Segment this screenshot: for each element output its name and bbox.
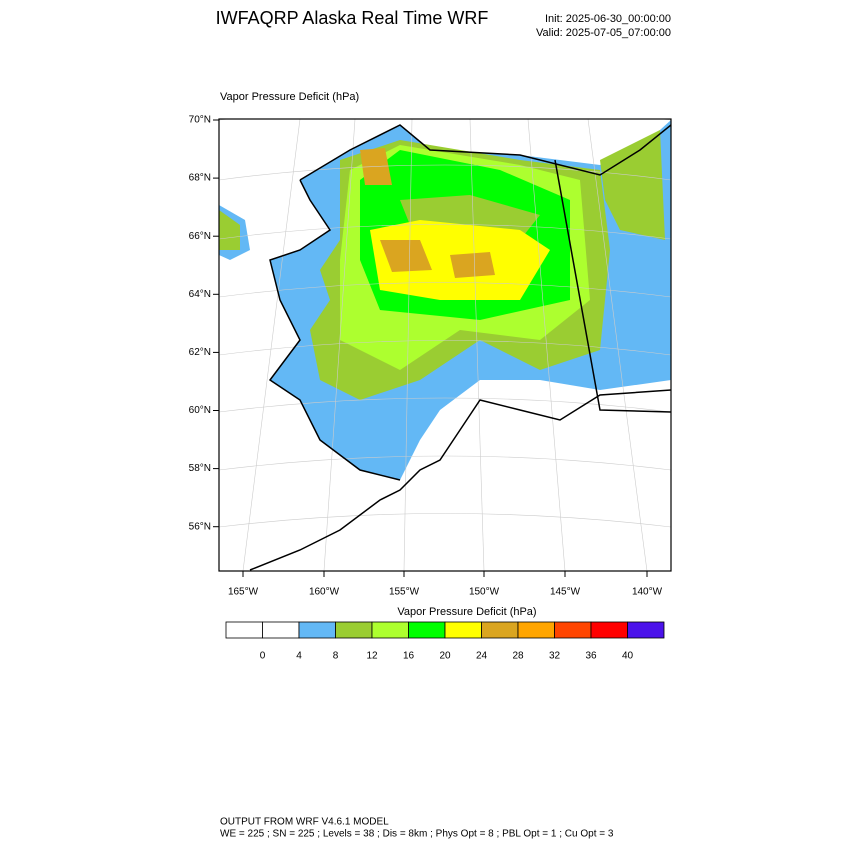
colorbar-box bbox=[627, 621, 665, 639]
colorbar-box bbox=[590, 621, 628, 639]
lat-label: 64°N bbox=[189, 289, 211, 300]
colorbar-box bbox=[444, 621, 482, 639]
lat-label: 70°N bbox=[189, 115, 211, 126]
lat-label: 62°N bbox=[189, 347, 211, 358]
lon-label: 140°W bbox=[632, 587, 663, 598]
footer-line: WE = 225 ; SN = 225 ; Levels = 38 ; Dis … bbox=[220, 829, 614, 840]
colorbar-label: 32 bbox=[549, 651, 561, 662]
lon-label: 155°W bbox=[389, 587, 420, 598]
lat-label: 60°N bbox=[189, 405, 211, 416]
colorbar-box bbox=[481, 621, 519, 639]
colorbar-box bbox=[225, 621, 263, 639]
colorbar-label: 8 bbox=[333, 651, 339, 662]
lat-label: 56°N bbox=[189, 521, 211, 532]
lat-label: 68°N bbox=[189, 173, 211, 184]
lon-label: 150°W bbox=[469, 587, 500, 598]
lon-label: 160°W bbox=[309, 587, 340, 598]
colorbar-box bbox=[554, 621, 592, 639]
footer-line: OUTPUT FROM WRF V4.6.1 MODEL bbox=[220, 817, 389, 828]
colorbar-box bbox=[262, 621, 300, 639]
valid-time: Valid: 2025-07-05_07:00:00 bbox=[536, 27, 671, 39]
colorbar-label: 16 bbox=[403, 651, 415, 662]
colorbar-label: 4 bbox=[296, 651, 302, 662]
colorbar-label: 28 bbox=[512, 651, 524, 662]
map-frame bbox=[218, 118, 672, 572]
colorbar-label: 24 bbox=[476, 651, 488, 662]
colorbar-title: Vapor Pressure Deficit (hPa) bbox=[397, 606, 536, 618]
coastline bbox=[249, 124, 671, 571]
colorbar-box bbox=[517, 621, 555, 639]
lat-label: 58°N bbox=[189, 463, 211, 474]
colorbar-box bbox=[298, 621, 336, 639]
map-field bbox=[219, 120, 671, 480]
colorbar-label: 12 bbox=[366, 651, 378, 662]
lat-label: 66°N bbox=[189, 231, 211, 242]
lon-label: 145°W bbox=[550, 587, 581, 598]
colorbar-label: 36 bbox=[585, 651, 597, 662]
graticule bbox=[219, 119, 671, 571]
colorbar-box bbox=[371, 621, 409, 639]
colorbar-box bbox=[408, 621, 446, 639]
lon-label: 165°W bbox=[228, 587, 259, 598]
init-time: Init: 2025-06-30_00:00:00 bbox=[545, 13, 671, 25]
colorbar-label: 0 bbox=[260, 651, 266, 662]
colorbar-label: 20 bbox=[439, 651, 451, 662]
colorbar-label: 40 bbox=[622, 651, 634, 662]
colorbar-box bbox=[335, 621, 373, 639]
field-label: Vapor Pressure Deficit (hPa) bbox=[220, 91, 359, 103]
title: IWFAQRP Alaska Real Time WRF bbox=[216, 8, 489, 28]
